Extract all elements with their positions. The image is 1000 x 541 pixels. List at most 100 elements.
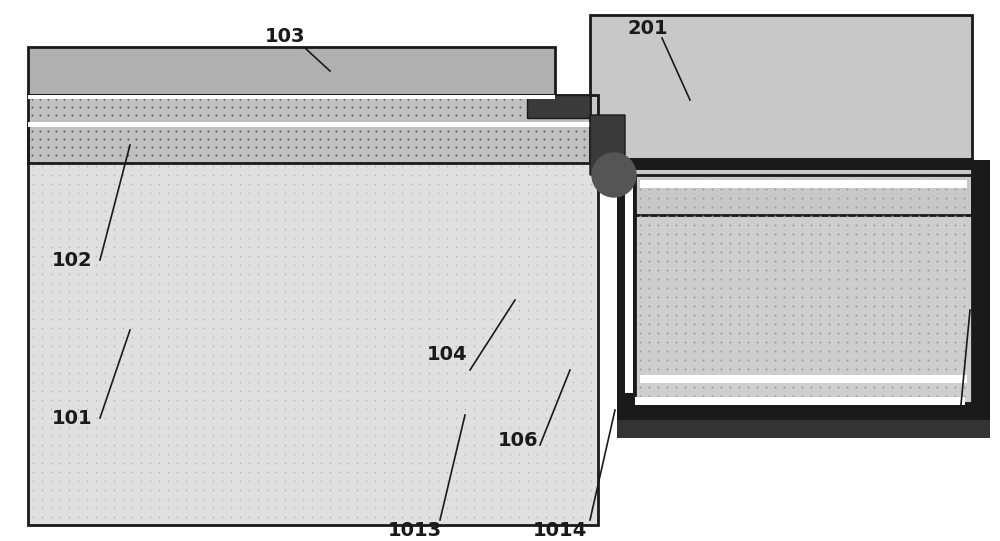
Point <box>552 135 568 143</box>
Point <box>493 512 509 521</box>
Point <box>676 391 692 400</box>
Point <box>400 95 416 103</box>
Point <box>538 413 554 422</box>
Point <box>938 382 954 391</box>
Point <box>366 242 382 251</box>
Point <box>556 503 572 512</box>
Point <box>658 301 674 310</box>
Point <box>186 305 202 314</box>
Point <box>412 152 428 161</box>
Point <box>294 278 310 287</box>
Point <box>322 449 338 458</box>
Point <box>258 368 274 377</box>
Point <box>574 476 590 485</box>
Point <box>574 179 590 188</box>
Point <box>686 265 702 274</box>
Point <box>32 103 48 111</box>
Bar <box>28 95 598 163</box>
Point <box>168 125 184 134</box>
Point <box>240 95 256 103</box>
Point <box>384 215 400 224</box>
Point <box>256 118 272 127</box>
Point <box>384 197 400 206</box>
Point <box>510 323 526 332</box>
Point <box>794 319 810 328</box>
Point <box>232 206 248 215</box>
Point <box>294 485 310 494</box>
Point <box>304 503 320 512</box>
Point <box>136 127 152 135</box>
Point <box>294 440 310 449</box>
Point <box>394 170 410 179</box>
Point <box>466 215 482 224</box>
Point <box>222 179 239 188</box>
Point <box>42 404 58 413</box>
Point <box>556 134 572 143</box>
Point <box>802 184 818 193</box>
Point <box>276 422 293 431</box>
Point <box>70 143 85 152</box>
Point <box>79 458 94 467</box>
Point <box>676 301 692 310</box>
Point <box>582 143 598 152</box>
Point <box>272 95 288 103</box>
Point <box>224 118 240 127</box>
Point <box>892 292 908 301</box>
Point <box>776 184 792 193</box>
Point <box>312 485 328 494</box>
Point <box>668 337 684 346</box>
Point <box>232 224 248 233</box>
Point <box>358 494 374 503</box>
Point <box>546 503 562 512</box>
Bar <box>28 47 555 95</box>
Point <box>34 422 50 431</box>
Point <box>240 458 256 467</box>
Point <box>168 359 184 368</box>
Point <box>24 135 40 143</box>
Point <box>88 314 104 323</box>
Point <box>366 494 382 503</box>
Point <box>582 197 598 206</box>
Point <box>640 202 656 211</box>
Point <box>856 238 872 247</box>
Point <box>902 229 918 238</box>
Point <box>574 314 590 323</box>
Point <box>412 161 428 170</box>
Point <box>484 503 500 512</box>
Point <box>480 118 496 127</box>
Text: 201: 201 <box>628 18 668 37</box>
Point <box>528 413 544 422</box>
Point <box>214 260 230 269</box>
Point <box>776 373 792 382</box>
Point <box>582 305 598 314</box>
Point <box>276 341 293 350</box>
Point <box>152 135 168 143</box>
Point <box>56 143 72 151</box>
Point <box>204 350 220 359</box>
Point <box>820 265 836 274</box>
Point <box>186 314 202 323</box>
Point <box>938 391 954 400</box>
Point <box>802 238 818 247</box>
Point <box>52 458 68 467</box>
Point <box>186 341 202 350</box>
Point <box>240 260 256 269</box>
Point <box>204 449 220 458</box>
Point <box>150 422 166 431</box>
Point <box>848 256 864 265</box>
Point <box>24 269 40 278</box>
Point <box>640 256 656 265</box>
Point <box>304 103 320 111</box>
Point <box>910 265 926 274</box>
Point <box>142 143 158 152</box>
Point <box>574 350 590 359</box>
Point <box>132 341 149 350</box>
Point <box>358 152 374 161</box>
Point <box>420 422 436 431</box>
Point <box>320 103 336 111</box>
Point <box>574 287 590 296</box>
Point <box>560 103 576 111</box>
Point <box>268 494 284 503</box>
Point <box>142 215 158 224</box>
Point <box>520 476 536 485</box>
